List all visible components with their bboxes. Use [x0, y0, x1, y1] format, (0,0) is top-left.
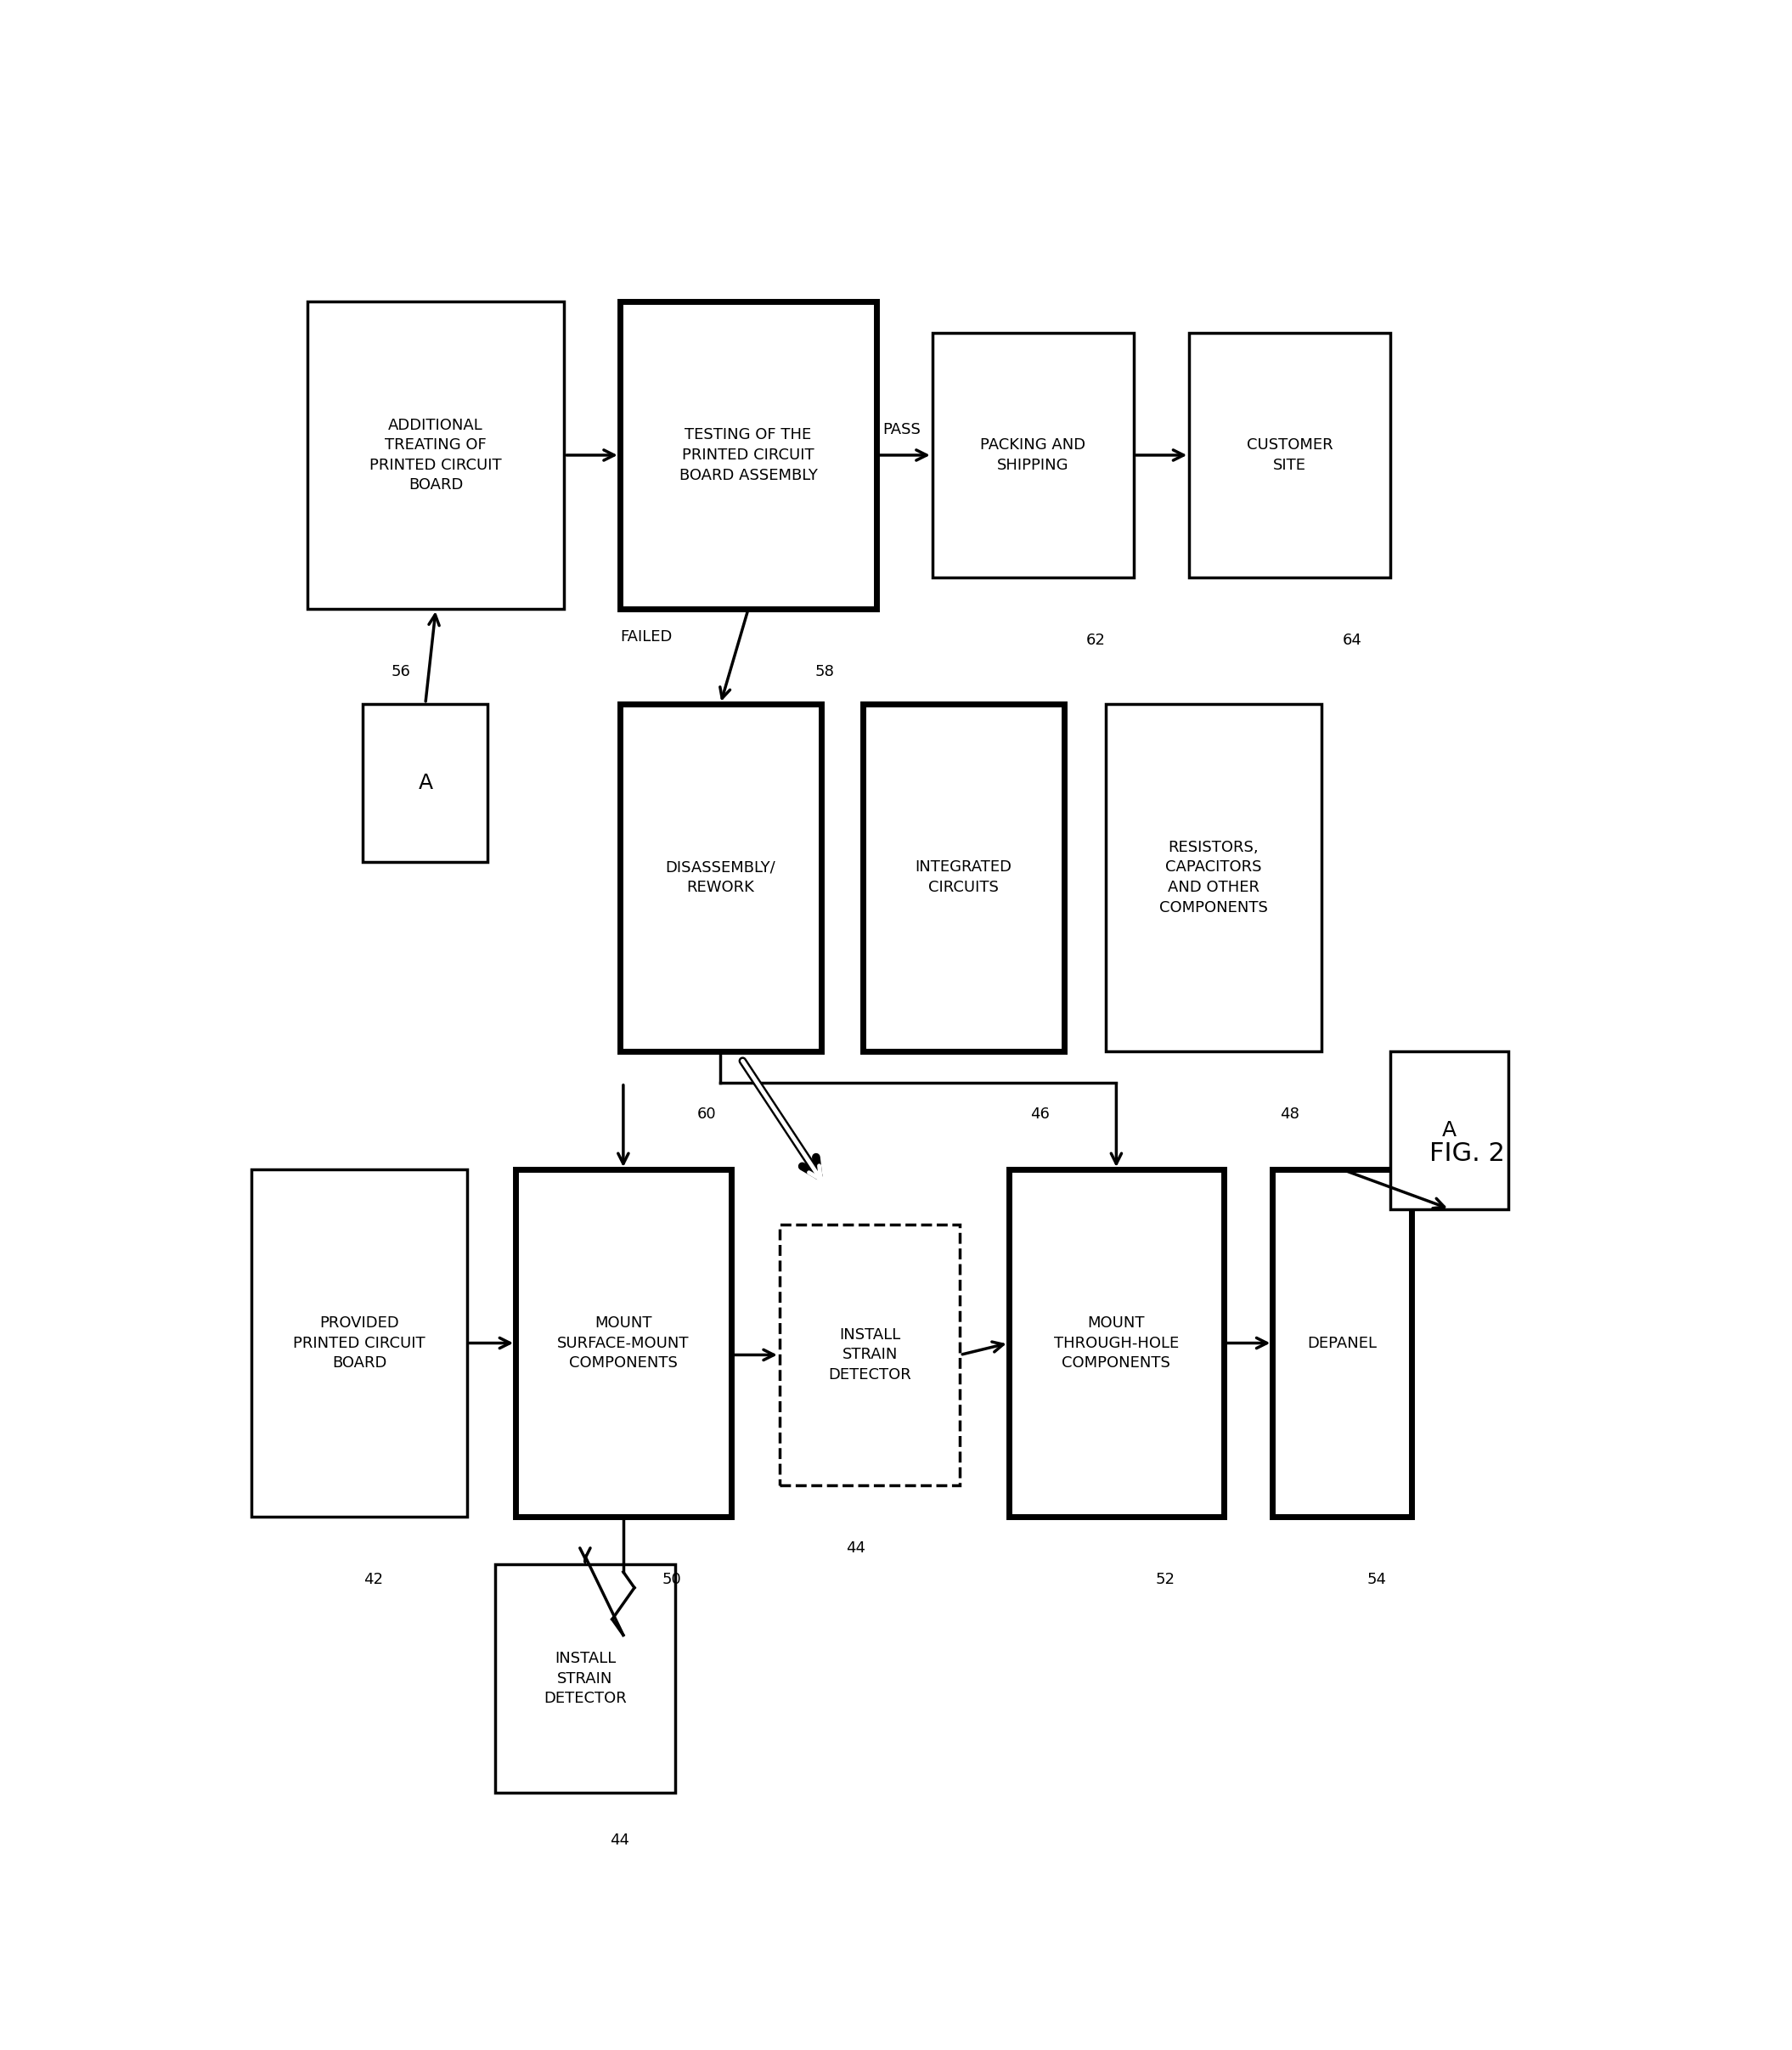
Text: RESISTORS,
CAPACITORS
AND OTHER
COMPONENTS: RESISTORS, CAPACITORS AND OTHER COMPONEN… — [1159, 840, 1267, 914]
Text: A: A — [1443, 1119, 1457, 1140]
Text: 48: 48 — [1279, 1107, 1299, 1121]
FancyBboxPatch shape — [362, 703, 487, 861]
Text: CUSTOMER
SITE: CUSTOMER SITE — [1247, 437, 1333, 474]
Text: DISASSEMBLY/
REWORK: DISASSEMBLY/ REWORK — [665, 859, 776, 896]
FancyBboxPatch shape — [620, 301, 876, 609]
Text: 58: 58 — [815, 664, 835, 681]
Text: 60: 60 — [697, 1107, 717, 1121]
Text: 52: 52 — [1156, 1572, 1176, 1587]
FancyBboxPatch shape — [1391, 1052, 1509, 1210]
FancyBboxPatch shape — [251, 1168, 468, 1517]
Text: FIG. 2: FIG. 2 — [1430, 1142, 1505, 1166]
Text: 46: 46 — [1030, 1107, 1050, 1121]
Text: 42: 42 — [364, 1572, 383, 1587]
Text: 64: 64 — [1342, 633, 1362, 648]
Text: PACKING AND
SHIPPING: PACKING AND SHIPPING — [980, 437, 1086, 474]
FancyBboxPatch shape — [516, 1168, 731, 1517]
Text: 44: 44 — [609, 1833, 629, 1847]
Text: INSTALL
STRAIN
DETECTOR: INSTALL STRAIN DETECTOR — [543, 1650, 627, 1706]
FancyBboxPatch shape — [495, 1564, 676, 1794]
FancyBboxPatch shape — [620, 703, 821, 1052]
FancyBboxPatch shape — [308, 301, 564, 609]
FancyBboxPatch shape — [932, 332, 1134, 578]
FancyBboxPatch shape — [1272, 1168, 1412, 1517]
Text: INSTALL
STRAIN
DETECTOR: INSTALL STRAIN DETECTOR — [828, 1326, 912, 1382]
FancyBboxPatch shape — [1009, 1168, 1224, 1517]
FancyBboxPatch shape — [780, 1224, 961, 1484]
FancyBboxPatch shape — [1190, 332, 1391, 578]
Text: 44: 44 — [846, 1540, 866, 1556]
Text: TESTING OF THE
PRINTED CIRCUIT
BOARD ASSEMBLY: TESTING OF THE PRINTED CIRCUIT BOARD ASS… — [679, 428, 817, 484]
Text: 50: 50 — [663, 1572, 681, 1587]
Text: ADDITIONAL
TREATING OF
PRINTED CIRCUIT
BOARD: ADDITIONAL TREATING OF PRINTED CIRCUIT B… — [369, 418, 502, 492]
FancyBboxPatch shape — [864, 703, 1064, 1052]
Text: 54: 54 — [1367, 1572, 1387, 1587]
Text: A: A — [418, 773, 432, 793]
Text: MOUNT
SURFACE-MOUNT
COMPONENTS: MOUNT SURFACE-MOUNT COMPONENTS — [557, 1316, 690, 1371]
Text: 62: 62 — [1086, 633, 1106, 648]
Text: MOUNT
THROUGH-HOLE
COMPONENTS: MOUNT THROUGH-HOLE COMPONENTS — [1054, 1316, 1179, 1371]
Text: FAILED: FAILED — [620, 629, 672, 646]
Text: DEPANEL: DEPANEL — [1306, 1335, 1376, 1351]
Text: PASS: PASS — [883, 422, 921, 437]
FancyBboxPatch shape — [1106, 703, 1321, 1052]
Text: 56: 56 — [391, 664, 410, 681]
Text: PROVIDED
PRINTED CIRCUIT
BOARD: PROVIDED PRINTED CIRCUIT BOARD — [294, 1316, 425, 1371]
Text: INTEGRATED
CIRCUITS: INTEGRATED CIRCUITS — [916, 859, 1012, 896]
